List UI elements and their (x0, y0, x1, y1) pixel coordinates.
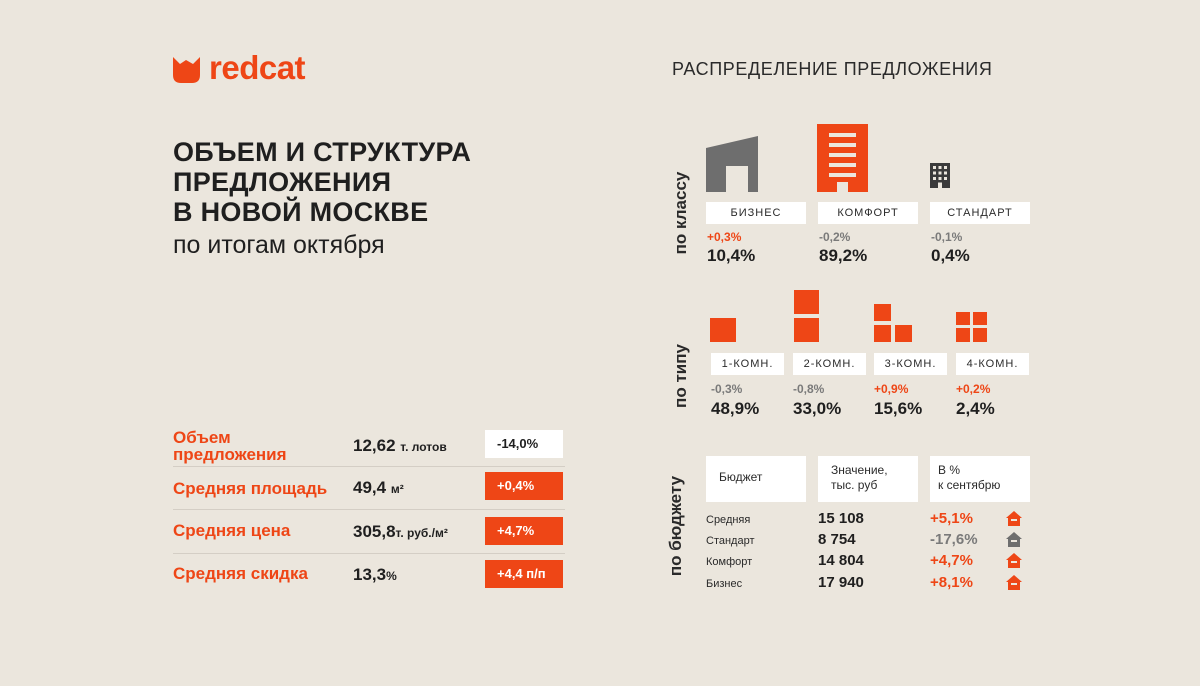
by-type-axis-label: по типу (671, 344, 690, 408)
metric-label: Средняя площадь (173, 479, 328, 498)
redcat-logo: redcat (173, 49, 306, 86)
brand-name: redcat (209, 49, 306, 86)
house-up-icon (1006, 511, 1022, 526)
class-share-comfort: 89,2% (819, 246, 868, 265)
class-change-standard: -0,1% (931, 230, 963, 244)
type-share-4room: 2,4% (956, 399, 995, 418)
class-change-business: +0,3% (707, 230, 742, 244)
page-headline: ОБЪЕМ И СТРУКТУРА ПРЕДЛОЖЕНИЯ В НОВОЙ МО… (173, 137, 613, 261)
class-tag-standard: СТАНДАРТ (930, 202, 1030, 224)
type-tag-3room: 3-КОМН. (874, 353, 947, 375)
metric-value: 13,3% (353, 565, 397, 586)
budget-row-change: +5,1% (930, 510, 973, 527)
comfort-building-icon (817, 124, 868, 192)
distribution-title: РАСПРЕДЕЛЕНИЕ ПРЕДЛОЖЕНИЯ (672, 59, 993, 79)
class-change-comfort: -0,2% (819, 230, 851, 244)
type-share-3room: 15,6% (874, 399, 923, 418)
metric-value: 49,4 м² (353, 478, 404, 499)
budget-row-value: 14 804 (818, 552, 864, 569)
budget-header-pct-line2: к сентябрю (938, 478, 1001, 492)
metric-row-discount: Средняя скидка 13,3% +4,4 п/п (173, 559, 563, 597)
type-share-1room: 48,9% (711, 399, 760, 418)
class-tag-business: БИЗНЕС (706, 202, 806, 224)
metric-number: 49,4 (353, 478, 387, 497)
metric-label: Средняя скидка (173, 564, 308, 583)
metric-label: Средняя цена (173, 521, 291, 540)
room-square (895, 325, 912, 342)
type-change-3room: +0,9% (874, 382, 909, 396)
divider (173, 509, 565, 510)
budget-header-pct: В % к сентябрю (930, 456, 1030, 502)
room-square (874, 304, 891, 321)
metric-label: Объем предложения (173, 428, 287, 464)
house-down-icon (1006, 532, 1022, 547)
by-budget-axis-label: по бюджету (666, 475, 685, 577)
metric-number: 13,3 (353, 565, 387, 584)
budget-header-budget: Бюджет (706, 456, 806, 502)
budget-row-label: Бизнес (706, 578, 743, 590)
room-square (973, 328, 987, 342)
house-up-icon (1006, 575, 1022, 590)
room-square (874, 325, 891, 342)
headline-line-2: ПРЕДЛОЖЕНИЯ (173, 167, 392, 197)
budget-row-value: 15 108 (818, 510, 864, 527)
class-tag-comfort: КОМФОРТ (818, 202, 918, 224)
metric-change-badge: +4,4 п/п (485, 560, 563, 588)
class-share-standard: 0,4% (931, 246, 970, 265)
budget-header-budget-text: Бюджет (719, 470, 763, 484)
class-share-business: 10,4% (707, 246, 756, 265)
divider (173, 466, 565, 467)
metric-change-badge: +0,4% (485, 472, 563, 500)
budget-header-value-line1: Значение, (831, 463, 888, 477)
metric-unit: м² (390, 482, 404, 496)
budget-row-change: -17,6% (930, 531, 978, 548)
type-change-4room: +0,2% (956, 382, 991, 396)
by-class-axis-label: по классу (671, 171, 690, 255)
budget-row-label: Средняя (706, 514, 751, 526)
room-square (794, 290, 819, 314)
redcat-cat-icon (173, 57, 200, 83)
metric-unit: т. лотов (400, 440, 447, 454)
budget-row-label: Стандарт (706, 535, 755, 547)
business-building-icon (706, 136, 758, 192)
metric-unit: т. руб./м² (395, 526, 448, 540)
budget-row-value: 17 940 (818, 574, 864, 591)
budget-row-change: +4,7% (930, 552, 973, 569)
headline-line-3: В НОВОЙ МОСКВЕ (173, 197, 429, 227)
metric-row-volume: Объем предложения 12,62 т. лотов -14,0% (173, 429, 563, 467)
room-square (710, 318, 736, 342)
metric-value: 12,62 т. лотов (353, 436, 447, 457)
metric-row-area: Средняя площадь 49,4 м² +0,4% (173, 472, 563, 510)
house-up-icon (1006, 553, 1022, 568)
headline-subtitle: по итогам октября (173, 231, 385, 259)
room-square (956, 312, 970, 325)
type-change-1room: -0,3% (711, 382, 743, 396)
budget-row-change: +8,1% (930, 574, 973, 591)
type-tag-1room: 1-КОМН. (711, 353, 784, 375)
divider (173, 553, 565, 554)
metric-change-badge: -14,0% (485, 430, 563, 458)
metric-value: 305,8т. руб./м² (353, 522, 448, 543)
room-square (794, 318, 819, 342)
metric-number: 12,62 (353, 436, 396, 455)
metric-change-badge: +4,7% (485, 517, 563, 545)
budget-header-value-line2: тыс. руб (831, 478, 878, 492)
room-square (973, 312, 987, 325)
type-tag-4room: 4-КОМН. (956, 353, 1029, 375)
type-tag-2room: 2-КОМН. (793, 353, 866, 375)
metric-number: 305,8 (353, 522, 396, 541)
budget-row-label: Комфорт (706, 556, 753, 568)
standard-building-icon (930, 163, 950, 188)
type-share-2room: 33,0% (793, 399, 842, 418)
headline-line-1: ОБЪЕМ И СТРУКТУРА (173, 137, 472, 167)
budget-header-pct-line1: В % (938, 463, 961, 477)
budget-header-value: Значение, тыс. руб (818, 456, 918, 502)
room-square (956, 328, 970, 342)
budget-row-value: 8 754 (818, 531, 856, 548)
metric-row-price: Средняя цена 305,8т. руб./м² +4,7% (173, 516, 563, 554)
metric-unit: % (386, 569, 397, 583)
type-change-2room: -0,8% (793, 382, 825, 396)
